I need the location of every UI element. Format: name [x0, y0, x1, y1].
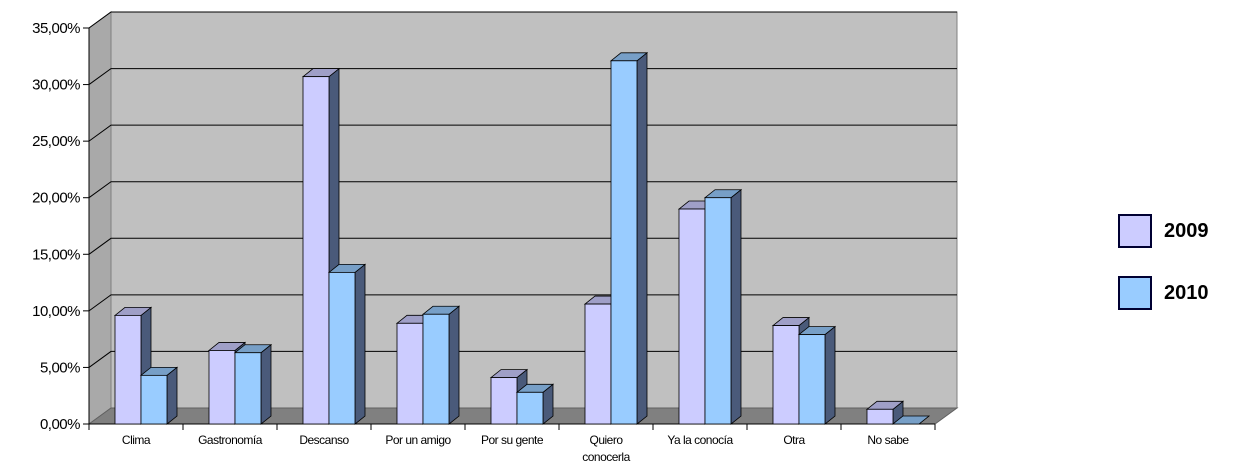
x-tick-label-8: No sabe	[867, 433, 909, 447]
bar-2010-4	[515, 383, 555, 425]
x-tick-label-3: Por un amigo	[385, 433, 451, 447]
bar-front	[490, 377, 518, 425]
x-tick-label-4: Por su gente	[481, 433, 544, 447]
legend-swatch-2009	[1118, 214, 1152, 248]
y-tick-label: 30,00%	[32, 77, 80, 94]
bar-front	[798, 334, 826, 425]
bar-side	[448, 305, 460, 425]
bar-2010-0	[139, 366, 179, 425]
bar-2010-2	[327, 263, 367, 425]
bar-front	[328, 271, 356, 425]
gridline	[88, 350, 957, 368]
bar-front	[396, 322, 424, 425]
gridline	[88, 11, 957, 29]
x-tick-label-1: Gastronomía	[198, 433, 263, 447]
bar-front	[234, 352, 262, 425]
bar-front	[772, 325, 800, 425]
bar-side	[730, 188, 742, 425]
bar-front	[208, 350, 236, 425]
bar-2010-3	[421, 305, 461, 425]
y-tick-label: 0,00%	[40, 416, 80, 433]
gridline	[88, 124, 957, 142]
bar-side	[824, 325, 836, 425]
bar-front	[516, 391, 544, 425]
bar-front	[114, 314, 142, 425]
bar-2009-8	[865, 400, 905, 425]
legend: 2009 2010	[1118, 212, 1238, 336]
bar-2010-8	[891, 415, 931, 425]
bar-front	[140, 374, 168, 425]
x-tick-label-6: Ya la conocía	[667, 433, 733, 447]
y-tick-label: 20,00%	[32, 190, 80, 207]
bar-2010-6	[703, 188, 743, 425]
bar-2010-5	[609, 51, 649, 425]
y-tick-label: 5,00%	[40, 359, 80, 376]
legend-item-2009: 2009	[1118, 212, 1238, 250]
bar-front	[704, 197, 732, 425]
bar-side	[636, 51, 648, 425]
y-tick-label: 15,00%	[32, 246, 80, 263]
legend-label-2009: 2009	[1164, 219, 1209, 242]
side-wall	[88, 11, 112, 425]
bar-front	[866, 408, 894, 425]
y-tick-label: 10,00%	[32, 303, 80, 320]
bar-side	[354, 263, 366, 425]
bar-front	[422, 313, 450, 425]
gridline	[88, 294, 957, 312]
y-tick-label: 35,00%	[32, 20, 80, 37]
bar-top	[891, 415, 931, 425]
legend-label-2010: 2010	[1164, 281, 1209, 304]
gridline	[88, 237, 957, 255]
bar-front	[678, 208, 706, 425]
bar-side	[166, 366, 178, 425]
x-tick-label-5: Quiero conocerla	[582, 433, 630, 464]
gridline	[88, 68, 957, 85]
gridline	[88, 181, 957, 199]
bar-front	[610, 60, 638, 425]
bar-front	[302, 76, 330, 425]
bar-side	[260, 343, 272, 425]
bar-2009-0	[113, 306, 153, 425]
legend-swatch-2010	[1118, 276, 1152, 310]
x-tick-label-0: Clima	[122, 433, 151, 447]
bar-2010-7	[797, 325, 837, 425]
y-tick-label: 25,00%	[32, 133, 80, 150]
x-tick-label-7: Otra	[783, 433, 805, 447]
bar-2010-1	[233, 343, 273, 425]
bar-front	[584, 303, 612, 425]
x-tick-label-2: Descanso	[299, 433, 349, 447]
legend-item-2010: 2010	[1118, 274, 1238, 312]
